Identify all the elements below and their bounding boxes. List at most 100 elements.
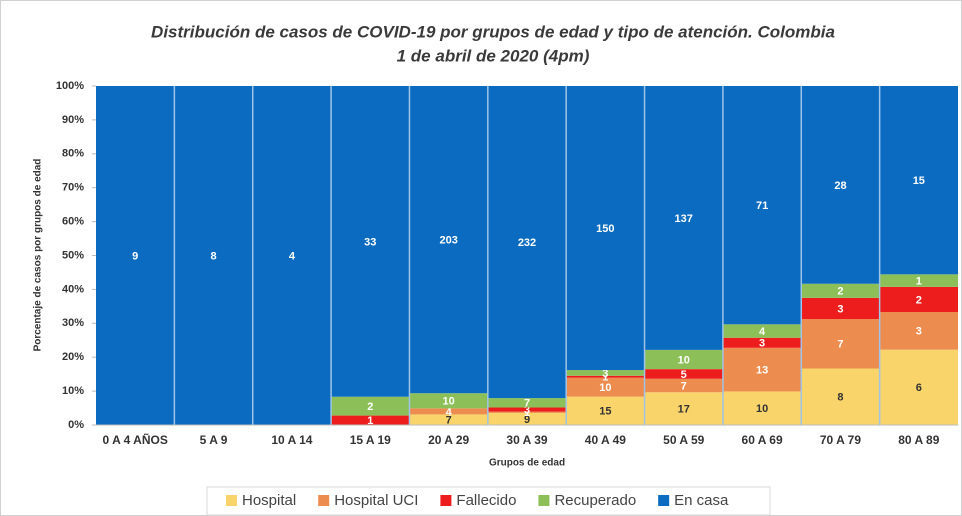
value-label: 9 [132,250,138,262]
value-label: 3 [916,326,922,338]
bar-segment [722,86,802,325]
value-label: 7 [524,398,530,410]
value-label: 8 [210,250,216,262]
chart-title: Distribución de casos de COVID-19 por gr… [151,22,835,41]
bar-segment [722,391,802,425]
bar-segment [331,396,410,416]
y-tick-label: 40% [62,283,84,295]
bar-segment [879,286,958,312]
bar-segment [566,370,645,376]
x-tick-label: 80 A 89 [898,433,939,447]
value-label: 7 [446,415,452,427]
bar-segment [487,398,567,408]
y-tick-label: 70% [62,182,84,194]
legend-swatch [538,495,550,506]
y-tick-label: 0% [68,419,84,431]
value-label: 33 [364,236,376,248]
bar-segment [487,407,567,412]
y-tick-label: 20% [62,351,84,363]
x-tick-label: 5 A 9 [200,433,228,447]
bar-segment [644,392,723,425]
x-tick-label: 0 A 4 AÑOS [103,432,168,447]
value-label: 6 [916,382,922,394]
bar-segment [722,347,802,392]
value-label: 2 [916,294,922,306]
value-label: 2 [837,286,843,298]
y-tick-label: 30% [62,317,84,329]
bar-segment [644,378,723,393]
value-label: 15 [913,175,925,187]
value-label: 13 [756,365,768,377]
value-label: 1 [602,372,608,384]
y-axis-title: Porcentaje de casos por grupos de edad [33,159,44,352]
value-label: 1 [367,415,373,427]
y-tick-label: 100% [56,80,84,92]
value-label: 9 [524,414,530,426]
bar-segment [879,86,958,275]
bar-segment [487,86,567,399]
value-label: 1 [524,407,530,419]
bar-segment [566,377,645,397]
bar-segment [722,324,802,338]
bar-segment [331,415,410,425]
legend-label: Hospital UCI [334,492,418,509]
legend-swatch [440,495,452,506]
bar-segment [174,86,253,425]
bar-segment [409,86,488,394]
value-label: 150 [596,223,614,235]
bar-segment [879,274,958,287]
bar-segment [801,319,880,369]
y-tick-label: 80% [62,148,84,160]
bar-segment [487,412,567,425]
x-tick-label: 50 A 59 [663,433,704,447]
bar-segment [801,86,880,284]
bar-segment [409,408,488,415]
x-tick-label: 30 A 39 [506,433,547,447]
bar-segment [644,349,723,370]
value-label: 4 [446,406,453,418]
value-label: 3 [524,404,530,416]
x-tick-label: 15 A 19 [350,433,391,447]
y-tick-label: 90% [62,114,84,126]
bar-segment [409,414,488,425]
value-label: 3 [602,368,608,380]
value-label: 7 [681,380,687,392]
legend-swatch [318,495,330,506]
bar-segment [252,86,332,425]
bar-segment [801,283,880,298]
chart-subtitle: 1 de abril de 2020 (4pm) [397,46,590,65]
legend-label: Recuperado [554,492,636,509]
value-label: 10 [756,403,768,415]
value-label: 4 [289,250,296,262]
x-tick-label: 20 A 29 [428,433,469,447]
bar-segment [644,369,723,379]
value-label: 8 [837,392,843,404]
bar-segment [96,86,175,425]
bar-segment [566,86,645,371]
x-tick-label: 60 A 69 [742,433,783,447]
value-label: 7 [837,339,843,351]
legend-label: En casa [674,492,729,509]
value-label: 3 [759,338,765,350]
bar-segment [566,396,645,425]
legend-label: Fallecido [456,492,516,509]
legend-swatch [226,495,237,506]
bar-segment [331,86,410,397]
value-label: 17 [678,404,690,416]
value-label: 71 [756,200,768,212]
bar-segment [879,312,958,350]
value-label: 2 [367,401,373,413]
bar-segment [879,349,958,425]
value-label: 28 [834,180,846,192]
bar-segment [801,368,880,425]
value-label: 10 [678,354,690,366]
x-tick-label: 10 A 14 [271,433,312,447]
legend-box [206,486,771,516]
legend-swatch [658,495,670,506]
y-tick-label: 10% [62,385,84,397]
bar-segment [409,393,488,409]
bar-segment [801,297,880,320]
value-label: 5 [681,369,687,381]
bar-segment [644,86,723,350]
